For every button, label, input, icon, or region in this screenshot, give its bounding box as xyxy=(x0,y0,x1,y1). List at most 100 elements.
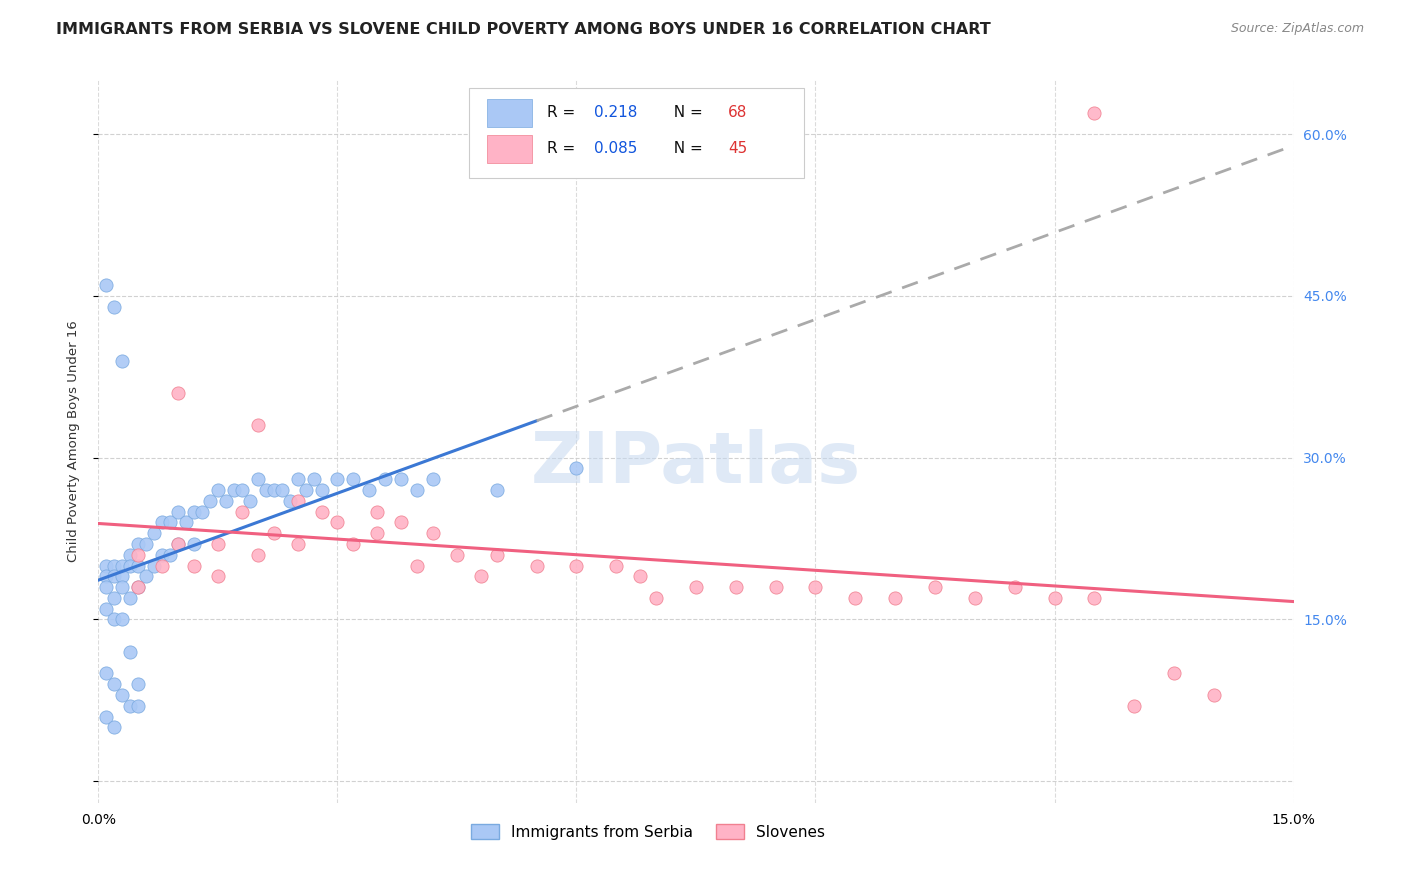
Point xyxy=(96,709,118,723)
Point xyxy=(302,472,325,486)
Point xyxy=(135,537,157,551)
Point xyxy=(159,516,181,530)
Text: 0.218: 0.218 xyxy=(595,105,638,120)
Point xyxy=(485,548,508,562)
Point xyxy=(167,537,190,551)
Point xyxy=(215,493,238,508)
Point xyxy=(326,472,349,486)
Point xyxy=(844,591,866,605)
Point xyxy=(103,591,125,605)
Point xyxy=(263,526,285,541)
Point xyxy=(127,537,149,551)
Point xyxy=(287,472,309,486)
Point xyxy=(1123,698,1146,713)
Point xyxy=(1083,591,1105,605)
Point xyxy=(111,612,134,626)
Point xyxy=(111,580,134,594)
Point xyxy=(120,698,142,713)
Point xyxy=(1043,591,1066,605)
Point xyxy=(239,493,262,508)
Point xyxy=(1083,105,1105,120)
Point xyxy=(96,601,118,615)
Point xyxy=(96,278,118,293)
Point xyxy=(406,558,429,573)
Point xyxy=(198,493,221,508)
Point xyxy=(96,558,118,573)
Point xyxy=(135,569,157,583)
Point xyxy=(366,505,388,519)
Point xyxy=(120,548,142,562)
Point xyxy=(374,472,396,486)
Point xyxy=(389,472,412,486)
Point xyxy=(526,558,548,573)
Point xyxy=(103,612,125,626)
Point xyxy=(628,569,651,583)
Point xyxy=(884,591,907,605)
Point xyxy=(143,526,166,541)
Point xyxy=(120,558,142,573)
Point xyxy=(342,537,364,551)
Point xyxy=(263,483,285,497)
Point xyxy=(1004,580,1026,594)
Text: 45: 45 xyxy=(728,142,748,156)
Point xyxy=(120,645,142,659)
Point xyxy=(326,516,349,530)
Point xyxy=(359,483,381,497)
Point xyxy=(605,558,627,573)
Point xyxy=(231,505,253,519)
Text: Source: ZipAtlas.com: Source: ZipAtlas.com xyxy=(1230,22,1364,36)
Point xyxy=(406,483,429,497)
Point xyxy=(389,516,412,530)
Text: 68: 68 xyxy=(728,105,748,120)
Text: R =: R = xyxy=(547,105,579,120)
Point xyxy=(127,580,149,594)
Point xyxy=(111,688,134,702)
Point xyxy=(222,483,245,497)
Point xyxy=(246,418,269,433)
FancyBboxPatch shape xyxy=(486,136,533,162)
Point xyxy=(183,537,205,551)
Text: IMMIGRANTS FROM SERBIA VS SLOVENE CHILD POVERTY AMONG BOYS UNDER 16 CORRELATION : IMMIGRANTS FROM SERBIA VS SLOVENE CHILD … xyxy=(56,22,991,37)
FancyBboxPatch shape xyxy=(486,99,533,127)
Point xyxy=(127,580,149,594)
Point xyxy=(485,483,508,497)
Y-axis label: Child Poverty Among Boys Under 16: Child Poverty Among Boys Under 16 xyxy=(67,320,80,563)
Point xyxy=(111,569,134,583)
Point xyxy=(765,580,787,594)
Point xyxy=(96,569,118,583)
FancyBboxPatch shape xyxy=(470,87,804,178)
Point xyxy=(174,516,197,530)
Point xyxy=(111,558,134,573)
Point xyxy=(120,591,142,605)
Point xyxy=(287,537,309,551)
Point xyxy=(270,483,292,497)
Point xyxy=(422,472,444,486)
Text: R =: R = xyxy=(547,142,579,156)
Point xyxy=(183,558,205,573)
Point xyxy=(150,548,173,562)
Point xyxy=(96,666,118,681)
Point xyxy=(1163,666,1185,681)
Point xyxy=(422,526,444,541)
Point xyxy=(342,472,364,486)
Point xyxy=(565,461,588,475)
Point xyxy=(96,580,118,594)
Text: ZIPatlas: ZIPatlas xyxy=(531,429,860,498)
Point xyxy=(246,548,269,562)
Text: N =: N = xyxy=(664,142,707,156)
Point xyxy=(685,580,707,594)
Point xyxy=(207,569,229,583)
Point xyxy=(207,483,229,497)
Text: 0.085: 0.085 xyxy=(595,142,638,156)
Point xyxy=(311,483,333,497)
Point xyxy=(366,526,388,541)
Point xyxy=(127,548,149,562)
Point xyxy=(183,505,205,519)
Point xyxy=(724,580,747,594)
Legend: Immigrants from Serbia, Slovenes: Immigrants from Serbia, Slovenes xyxy=(465,818,831,846)
Point xyxy=(804,580,827,594)
Point xyxy=(311,505,333,519)
Point xyxy=(207,537,229,551)
Point xyxy=(167,505,190,519)
Point xyxy=(127,698,149,713)
